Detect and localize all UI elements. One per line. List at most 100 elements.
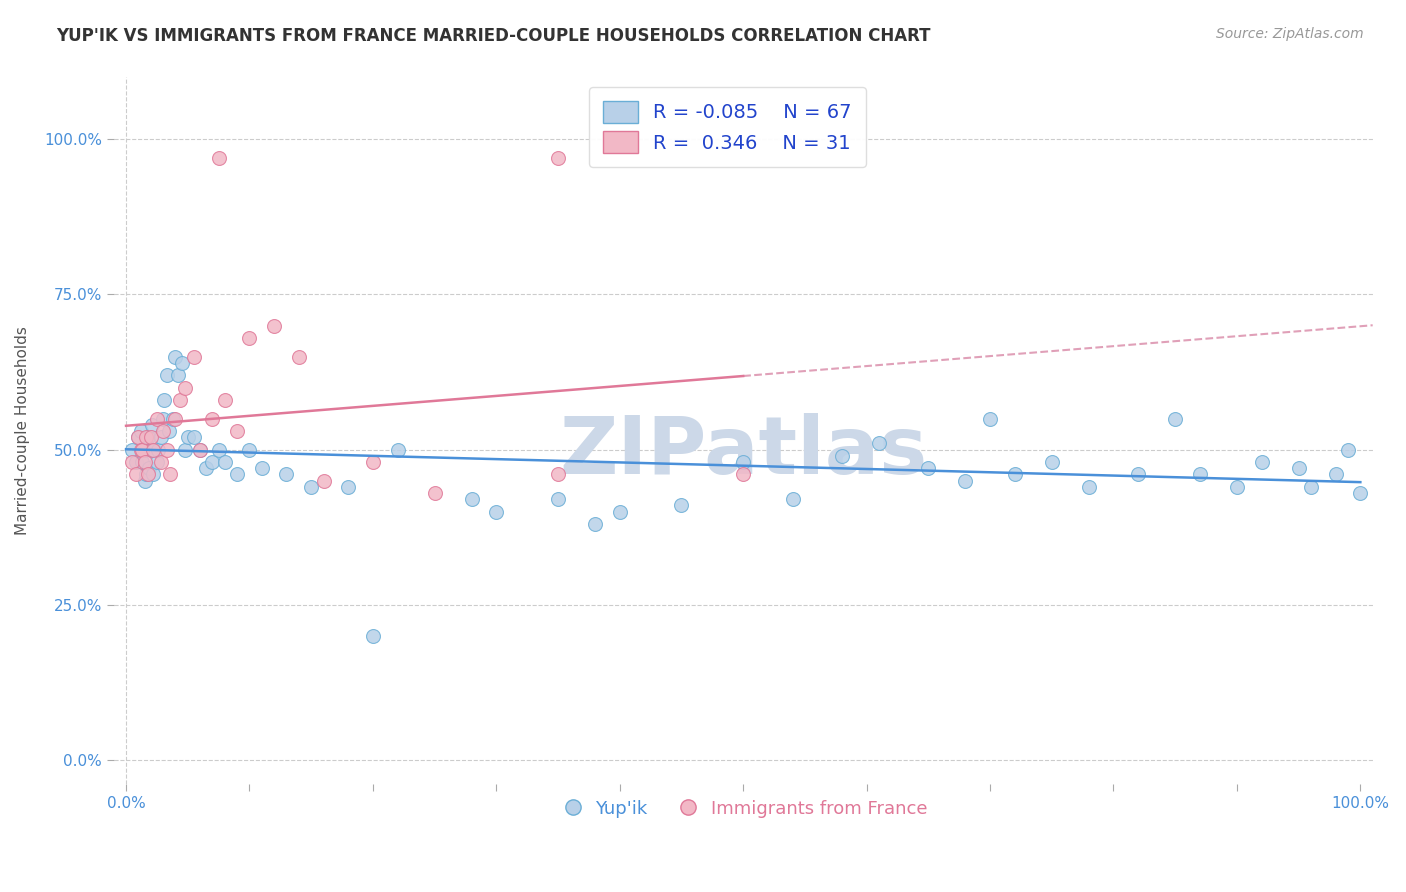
Point xyxy=(238,331,260,345)
Point xyxy=(1077,480,1099,494)
Point xyxy=(195,461,218,475)
Point xyxy=(214,392,236,407)
Point xyxy=(337,480,360,494)
Point xyxy=(1040,455,1063,469)
Point xyxy=(299,480,322,494)
Point xyxy=(1188,467,1211,482)
Point xyxy=(547,492,569,507)
Point xyxy=(868,436,890,450)
Point xyxy=(125,467,148,482)
Point xyxy=(1164,411,1187,425)
Point xyxy=(238,442,260,457)
Point xyxy=(955,474,977,488)
Text: ZIPatlas: ZIPatlas xyxy=(560,413,928,491)
Point xyxy=(152,411,174,425)
Point xyxy=(1337,442,1360,457)
Point xyxy=(134,455,156,469)
Point xyxy=(174,442,197,457)
Point xyxy=(141,417,163,432)
Point xyxy=(361,629,384,643)
Point xyxy=(149,430,172,444)
Point xyxy=(207,151,229,165)
Point xyxy=(134,474,156,488)
Point xyxy=(671,499,693,513)
Point xyxy=(153,392,176,407)
Text: Source: ZipAtlas.com: Source: ZipAtlas.com xyxy=(1216,27,1364,41)
Legend: Yup'ik, Immigrants from France: Yup'ik, Immigrants from France xyxy=(553,792,935,825)
Point xyxy=(183,430,205,444)
Point xyxy=(127,430,149,444)
Point xyxy=(979,411,1001,425)
Point xyxy=(142,467,165,482)
Point xyxy=(131,442,153,457)
Point xyxy=(733,467,755,482)
Point xyxy=(169,392,191,407)
Point xyxy=(170,356,193,370)
Point xyxy=(188,442,211,457)
Point xyxy=(121,455,143,469)
Point xyxy=(139,442,162,457)
Point xyxy=(547,467,569,482)
Point xyxy=(583,516,606,531)
Point xyxy=(156,442,179,457)
Y-axis label: Married-couple Households: Married-couple Households xyxy=(15,326,30,535)
Point xyxy=(138,461,160,475)
Point xyxy=(139,430,162,444)
Point xyxy=(165,350,187,364)
Point xyxy=(609,504,631,518)
Point xyxy=(276,467,298,482)
Point xyxy=(159,467,181,482)
Point xyxy=(136,467,159,482)
Point xyxy=(142,442,165,457)
Point xyxy=(1226,480,1249,494)
Point xyxy=(127,430,149,444)
Point xyxy=(131,455,153,469)
Point xyxy=(733,455,755,469)
Point xyxy=(1299,480,1322,494)
Point xyxy=(1288,461,1310,475)
Point xyxy=(146,442,169,457)
Point xyxy=(149,455,172,469)
Point xyxy=(157,424,180,438)
Point xyxy=(188,442,211,457)
Point xyxy=(174,380,197,394)
Point xyxy=(165,411,187,425)
Point xyxy=(156,368,179,383)
Point xyxy=(547,151,569,165)
Point xyxy=(485,504,508,518)
Point xyxy=(214,455,236,469)
Text: YUP'IK VS IMMIGRANTS FROM FRANCE MARRIED-COUPLE HOUSEHOLDS CORRELATION CHART: YUP'IK VS IMMIGRANTS FROM FRANCE MARRIED… xyxy=(56,27,931,45)
Point xyxy=(831,449,853,463)
Point xyxy=(146,455,169,469)
Point xyxy=(183,350,205,364)
Point xyxy=(1004,467,1026,482)
Point xyxy=(129,442,152,457)
Point xyxy=(288,350,311,364)
Point xyxy=(143,442,166,457)
Point xyxy=(201,411,224,425)
Point xyxy=(129,424,152,438)
Point xyxy=(125,455,148,469)
Point xyxy=(162,411,184,425)
Point xyxy=(263,318,285,333)
Point xyxy=(121,442,143,457)
Point xyxy=(207,442,229,457)
Point xyxy=(134,442,156,457)
Point xyxy=(250,461,273,475)
Point xyxy=(135,467,157,482)
Point xyxy=(152,424,174,438)
Point xyxy=(782,492,804,507)
Point xyxy=(226,424,249,438)
Point xyxy=(1128,467,1150,482)
Point xyxy=(361,455,384,469)
Point xyxy=(1324,467,1347,482)
Point xyxy=(312,474,335,488)
Point xyxy=(1250,455,1272,469)
Point xyxy=(177,430,200,444)
Point xyxy=(387,442,409,457)
Point xyxy=(146,411,169,425)
Point xyxy=(1350,486,1372,500)
Point xyxy=(460,492,482,507)
Point xyxy=(136,430,159,444)
Point xyxy=(167,368,190,383)
